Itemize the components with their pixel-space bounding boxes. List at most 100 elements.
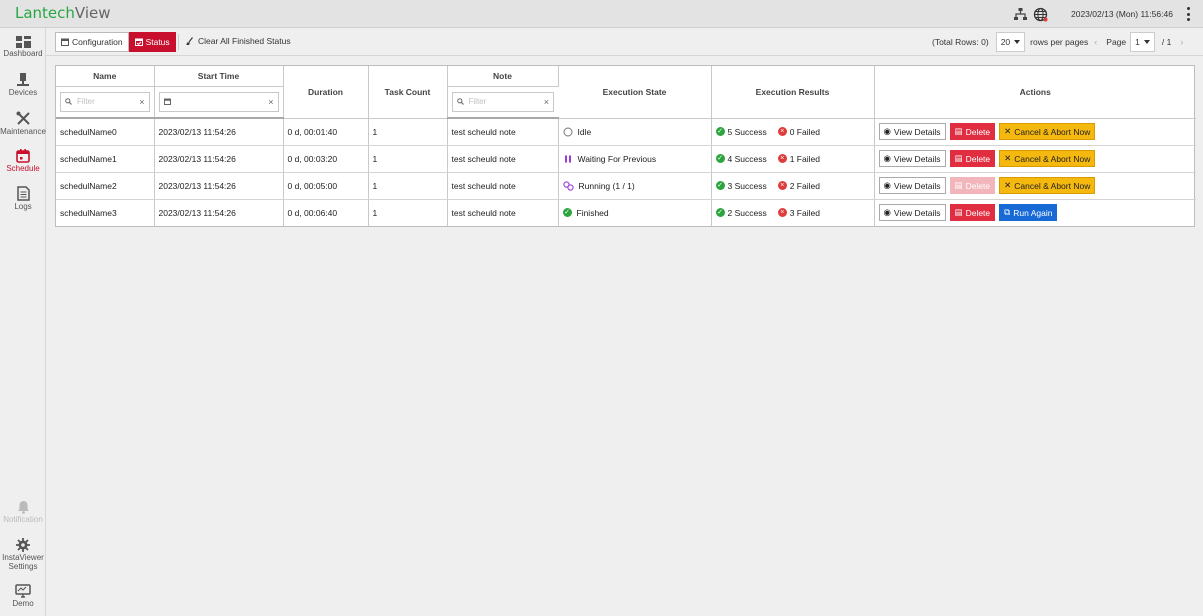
page-select-value: 1 [1135, 37, 1140, 47]
clear-finished-button[interactable]: Clear All Finished Status [186, 36, 291, 46]
sidebar-item-dashboard[interactable]: Dashboard [0, 36, 46, 58]
delete-button[interactable]: ▤ Delete [949, 204, 996, 222]
cell-note: test scheuld note [447, 172, 559, 200]
close-icon: ✕ [1004, 126, 1012, 136]
calendar-check-icon [134, 38, 143, 46]
column-header-start-time[interactable]: Start Time [154, 66, 284, 87]
chevron-down-icon [1014, 40, 1021, 44]
column-header-task-count[interactable]: Task Count [368, 66, 448, 119]
logo-text-part1: Lantech [15, 4, 75, 22]
clear-filter-icon[interactable]: × [268, 96, 274, 107]
sidebar-item-instaviewer-settings[interactable]: InstaViewer Settings [0, 538, 46, 571]
toolbar-divider [178, 34, 179, 50]
trash-icon: ▤ [954, 153, 963, 163]
cancel-abort-label: Cancel & Abort Now [1014, 180, 1091, 191]
sidebar-item-demo[interactable]: Demo [0, 584, 46, 608]
sidebar-item-schedule[interactable]: Schedule [0, 149, 46, 173]
failed-x-icon: × [777, 154, 787, 163]
view-details-label: View Details [893, 207, 941, 218]
delete-button[interactable]: ▤ Delete [949, 150, 996, 167]
tab-status[interactable]: Status [128, 32, 176, 52]
page-total: / 1 [1161, 37, 1172, 47]
tab-configuration[interactable]: Configuration [55, 32, 129, 52]
sidebar: Dashboard Devices Maintenance Schedule L… [0, 28, 46, 616]
prev-page-icon[interactable]: ‹ [1094, 37, 1098, 47]
cell-name: schedulName0 [56, 118, 155, 146]
header-datetime: 2023/02/13 (Mon) 11:56:46 [1071, 9, 1173, 19]
cancel-abort-button[interactable]: ✕ Cancel & Abort Now [999, 150, 1096, 167]
delete-button[interactable]: ▤ Delete [949, 123, 996, 140]
name-filter-input[interactable]: Filter × [60, 91, 150, 112]
network-topology-icon[interactable] [1012, 6, 1028, 22]
schedule-status-table: Name Start Time Duration Task Count Note… [55, 65, 1196, 227]
cell-duration: 0 d, 00:05:00 [283, 172, 369, 200]
delete-button-disabled: ▤ Delete [949, 177, 996, 194]
filter-placeholder: Filter [77, 97, 95, 107]
running-link-icon [562, 180, 574, 191]
app-logo[interactable]: LantechView [15, 4, 111, 22]
failed-count: 3 Failed [789, 207, 820, 218]
cell-duration: 0 d, 00:01:40 [283, 118, 369, 146]
demo-icon [15, 584, 31, 598]
delete-label: Delete [965, 180, 991, 191]
page-label: Page [1106, 37, 1127, 47]
page-select[interactable]: 1 [1130, 32, 1155, 52]
clear-filter-icon[interactable]: × [139, 96, 145, 107]
delete-label: Delete [965, 153, 991, 164]
search-icon [65, 98, 72, 106]
view-details-button[interactable]: ◉ View Details [878, 177, 946, 194]
cancel-abort-button[interactable]: ✕ Cancel & Abort Now [999, 177, 1096, 194]
next-page-icon[interactable]: › [1180, 37, 1184, 47]
failed-count: 0 Failed [789, 126, 820, 137]
rows-per-page-value: 20 [1000, 37, 1011, 47]
success-check-icon: ✓ [715, 154, 725, 163]
cell-task-count: 1 [368, 199, 448, 226]
clear-filter-icon[interactable]: × [543, 96, 549, 107]
delete-label: Delete [965, 126, 991, 137]
sidebar-item-label: Devices [8, 88, 38, 97]
sidebar-item-label-line2: Settings [8, 562, 38, 571]
cell-task-count: 1 [368, 145, 448, 173]
cell-task-count: 1 [368, 118, 448, 146]
note-filter-input[interactable]: Filter × [451, 91, 554, 112]
run-again-button[interactable]: ⧉ Run Again [999, 204, 1058, 222]
column-header-duration[interactable]: Duration [283, 66, 369, 119]
eye-icon: ◉ [883, 180, 891, 190]
view-details-button[interactable]: ◉ View Details [878, 150, 946, 167]
pagination: (Total Rows: 0) 20 rows per pages ‹ Page… [932, 32, 1183, 52]
view-details-label: View Details [893, 153, 941, 164]
table-row: schedulName2 2023/02/13 11:54:26 0 d, 00… [56, 172, 1196, 200]
column-header-execution-results[interactable]: Execution Results [711, 66, 875, 119]
sidebar-item-label: Dashboard [3, 49, 43, 58]
eye-icon: ◉ [883, 153, 891, 163]
table-row: schedulName3 2023/02/13 11:54:26 0 d, 00… [56, 199, 1196, 226]
table-row: schedulName1 2023/02/13 11:54:26 0 d, 00… [56, 145, 1196, 173]
column-header-actions: Actions [874, 66, 1196, 119]
cancel-abort-button[interactable]: ✕ Cancel & Abort Now [999, 123, 1096, 140]
sidebar-item-maintenance[interactable]: Maintenance [0, 111, 46, 136]
column-header-execution-state[interactable]: Execution State [558, 66, 712, 119]
success-check-icon: ✓ [715, 181, 725, 190]
rows-per-page-select[interactable]: 20 [995, 32, 1026, 52]
sidebar-item-devices[interactable]: Devices [0, 73, 46, 97]
column-header-name[interactable]: Name [56, 66, 155, 87]
column-header-note[interactable]: Note [447, 66, 559, 87]
sidebar-item-notification[interactable]: Notification [0, 500, 46, 524]
start-time-filter-input[interactable]: × [158, 91, 279, 112]
sidebar-item-logs[interactable]: Logs [0, 186, 46, 211]
tab-label: Status [145, 37, 170, 47]
delete-label: Delete [965, 207, 991, 218]
view-details-button[interactable]: ◉ View Details [878, 204, 946, 222]
calendar-icon [163, 98, 171, 106]
clear-finished-label: Clear All Finished Status [198, 36, 291, 46]
view-toggle: Configuration Status [55, 32, 176, 52]
more-vertical-icon[interactable] [1184, 7, 1192, 21]
search-icon [456, 98, 464, 106]
table-row: schedulName0 2023/02/13 11:54:26 0 d, 00… [56, 118, 1196, 146]
idle-circle-icon [563, 127, 572, 136]
calendar-icon [61, 38, 69, 46]
globe-icon[interactable] [1032, 6, 1048, 22]
broom-icon [186, 37, 193, 45]
view-details-button[interactable]: ◉ View Details [878, 123, 946, 140]
success-count: 2 Success [727, 207, 767, 218]
